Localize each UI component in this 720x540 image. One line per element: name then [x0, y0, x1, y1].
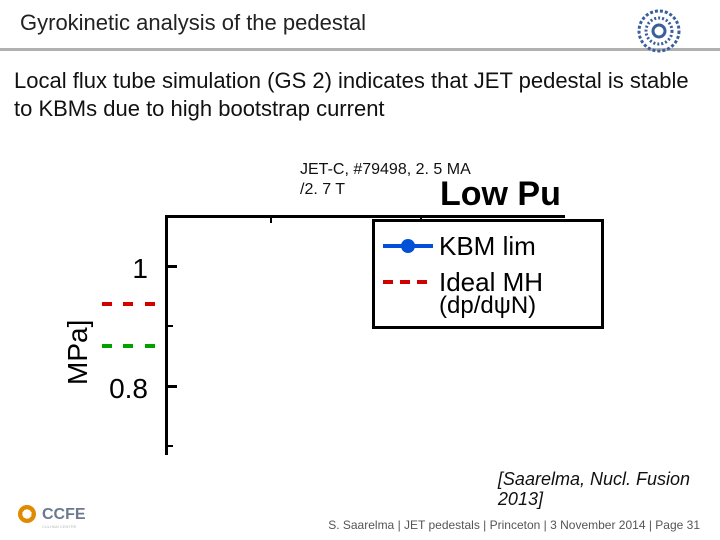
slide-header: Gyrokinetic analysis of the pedestal	[0, 0, 720, 51]
ytick-label-0p8: 0.8	[100, 373, 148, 405]
citation-line1: [Saarelma, Nucl. Fusion	[498, 469, 690, 489]
legend-row-kbm: KBM lim	[383, 228, 593, 264]
green-dash-fragment	[102, 335, 162, 353]
body-paragraph: Local flux tube simulation (GS 2) indica…	[0, 51, 720, 122]
dash-seg	[145, 344, 155, 348]
svg-text:CULHAM CENTRE: CULHAM CENTRE	[42, 524, 77, 529]
axis-top-tick	[270, 215, 272, 223]
dash-seg	[102, 344, 112, 348]
dash-seg	[123, 344, 133, 348]
legend-swatch-idealmhd	[383, 268, 439, 296]
header-logo-icon	[636, 8, 682, 59]
chart-caption-line2: /2. 7 T	[300, 181, 345, 198]
dash-seg	[417, 280, 427, 284]
chart-legend: KBM lim Ideal MH (dp/dψN)	[372, 219, 604, 329]
svg-text:CCFE: CCFE	[42, 506, 86, 523]
axis-left-tick-minor	[165, 325, 173, 327]
axis-left-tick-major	[165, 385, 177, 388]
axis-left-tick-major	[165, 265, 177, 268]
footer-meta-text: S. Saarelma | JET pedestals | Princeton …	[328, 518, 700, 532]
dash-seg	[400, 280, 410, 284]
chart-plot-area: Low Pu 1 0.8 MPa] KBM lim	[70, 205, 630, 455]
kbm-marker-icon	[401, 239, 415, 253]
red-dash-fragment	[102, 293, 162, 311]
chart-title-fragment: Low Pu	[440, 175, 561, 214]
legend-sublabel-idealmhd: (dp/dψN)	[383, 292, 593, 320]
dash-seg	[383, 280, 393, 284]
ytick-label-1: 1	[128, 253, 148, 285]
ccfe-logo-icon: CCFE CULHAM CENTRE	[16, 499, 126, 534]
dash-seg	[123, 302, 133, 306]
legend-label-kbm: KBM lim	[439, 231, 536, 262]
kbm-line-icon	[383, 244, 433, 248]
legend-swatch-kbm	[383, 232, 439, 260]
y-axis-label-text: MPa]	[62, 361, 94, 385]
axis-top-spine	[165, 215, 565, 218]
axis-left-spine	[165, 215, 168, 455]
dash-seg	[145, 302, 155, 306]
dash-seg	[102, 302, 112, 306]
slide-footer: CCFE CULHAM CENTRE S. Saarelma | JET ped…	[0, 500, 720, 540]
axis-left-tick-minor	[165, 445, 173, 447]
y-axis-label-fragment: MPa]	[66, 357, 90, 389]
slide-title: Gyrokinetic analysis of the pedestal	[20, 10, 366, 35]
